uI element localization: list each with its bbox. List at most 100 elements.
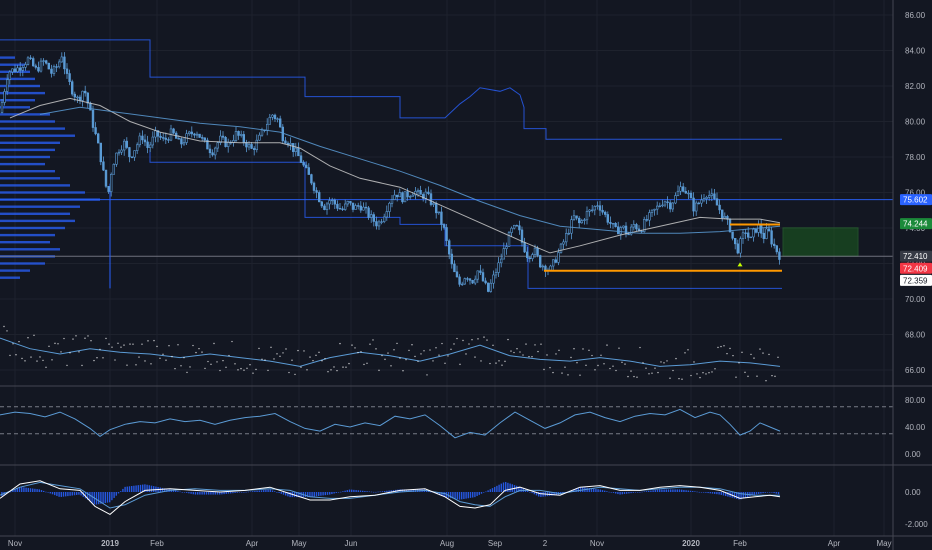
lower-indicator-dot — [69, 352, 71, 354]
lower-indicator-dot — [456, 337, 458, 340]
lower-indicator-dot — [183, 356, 185, 359]
macd-histogram-bar — [626, 492, 628, 494]
lower-indicator-dot — [750, 353, 752, 356]
lower-indicator-dot — [414, 355, 416, 358]
x-tick-label: 2020 — [682, 539, 700, 548]
volume-profile-bar — [0, 219, 75, 223]
price-tags: 75.602 74.244 72.410 72.409 72.359 — [900, 194, 932, 286]
macd-histogram-bar — [621, 492, 623, 495]
macd-histogram-bar — [153, 486, 155, 492]
macd-histogram-bar — [304, 492, 307, 498]
lower-indicator-dot — [744, 371, 746, 374]
candle-body — [317, 192, 321, 203]
candle-body — [172, 128, 175, 134]
candle-body — [250, 144, 253, 149]
y-tick-label: 0.00 — [905, 450, 921, 459]
lower-indicator-dot — [654, 367, 656, 369]
lower-indicator-dot — [507, 338, 509, 341]
lower-indicator-dot — [666, 360, 668, 362]
volume-profile-bar — [0, 113, 50, 116]
candle-body — [390, 199, 394, 204]
lower-indicator-dot — [735, 376, 737, 378]
macd-histogram-bar — [311, 492, 313, 497]
macd-histogram-bar — [256, 490, 258, 492]
lower-indicator-dot — [753, 357, 755, 359]
lower-indicator-dot — [609, 367, 611, 370]
lower-indicator-dot — [204, 367, 206, 370]
macd-histogram-bar — [54, 492, 56, 496]
x-axis[interactable]: Nov 2019 Feb Apr May Jun Aug Sep 2 Nov 2020 Feb Apr M… — [8, 539, 892, 548]
lower-indicator-dot — [15, 354, 17, 356]
volume-profile-bar — [0, 63, 25, 66]
macd-histogram-bar — [243, 492, 245, 493]
macd-pane — [0, 480, 781, 516]
macd-histogram-bar — [109, 492, 111, 503]
x-tick-label: May — [876, 539, 891, 548]
macd-histogram-bar — [45, 491, 47, 493]
lower-indicator-dot — [126, 364, 128, 366]
lower-indicator-dot — [450, 348, 452, 350]
candle-body — [471, 280, 474, 284]
candle-body — [588, 209, 591, 212]
candle-body — [164, 137, 167, 140]
macd-histogram-bar — [766, 492, 769, 493]
macd-histogram-bar — [120, 491, 122, 492]
macd-histogram-bar — [652, 490, 654, 492]
candle-body — [484, 280, 487, 284]
macd-histogram-bar — [711, 492, 714, 494]
macd-histogram-bar — [696, 491, 698, 493]
volume-profile-bar — [0, 269, 30, 272]
macd-histogram-bar — [511, 484, 513, 492]
macd-histogram-bar — [194, 492, 197, 495]
candle-body — [52, 66, 56, 74]
lower-indicator-dot — [12, 343, 14, 345]
candle-body — [463, 278, 466, 285]
macd-histogram-bar — [529, 492, 531, 493]
candle-body — [377, 221, 381, 227]
candle-body — [705, 197, 708, 199]
macd-histogram-bar — [478, 492, 480, 495]
candle-body — [421, 194, 425, 199]
macd-histogram-bar — [89, 492, 91, 502]
candle-body — [123, 140, 126, 151]
lower-indicator-dot — [639, 346, 641, 349]
lower-indicator-dot — [291, 359, 293, 361]
macd-histogram-bar — [164, 488, 166, 492]
macd-histogram-bar — [494, 486, 496, 492]
candle-body — [411, 194, 414, 197]
lower-indicator-dot — [555, 353, 557, 355]
macd-histogram-bar — [78, 492, 80, 495]
macd-histogram-bar — [725, 492, 727, 497]
macd-histogram-bar — [12, 490, 14, 492]
macd-histogram-bar — [238, 492, 241, 493]
macd-histogram-bar — [531, 492, 533, 494]
y-tick-label: 86.00 — [905, 11, 926, 20]
lower-indicator-dot — [492, 344, 494, 347]
macd-histogram-bar — [368, 491, 370, 493]
candle-body — [299, 155, 303, 163]
candle-body — [531, 254, 534, 259]
candle-body — [596, 205, 599, 207]
candle-body — [16, 67, 19, 72]
lower-indicator-dot — [108, 343, 110, 345]
y-axis[interactable]: 86.0084.0082.0080.0078.0076.0074.0072.00… — [905, 11, 928, 529]
lower-indicator-dot — [747, 375, 749, 378]
macd-histogram-bar — [230, 492, 232, 494]
lower-indicator-dot — [123, 344, 125, 346]
lower-indicator-dot — [621, 361, 623, 364]
volume-profile-bar — [0, 162, 45, 166]
lower-indicator-dot — [237, 369, 239, 371]
macd-histogram-bar — [104, 492, 106, 504]
macd-histogram-bar — [390, 490, 392, 492]
lower-indicator-dot — [213, 342, 215, 345]
macd-histogram-bar — [95, 492, 98, 505]
lower-indicator-dot — [513, 351, 515, 354]
price-tag-label: 72.409 — [903, 264, 928, 273]
candle-body — [273, 114, 277, 120]
macd-histogram-bar — [718, 492, 720, 495]
macd-histogram-bar — [698, 491, 700, 493]
macd-histogram-bar — [586, 487, 588, 492]
candle-body — [772, 243, 776, 246]
